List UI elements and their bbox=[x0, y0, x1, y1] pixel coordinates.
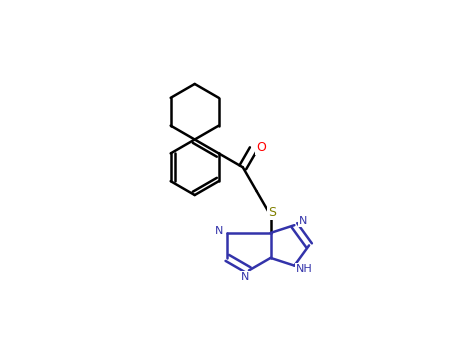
Text: O: O bbox=[256, 141, 266, 154]
Text: N: N bbox=[241, 272, 249, 282]
Text: N: N bbox=[298, 216, 307, 226]
Text: NH: NH bbox=[296, 265, 313, 274]
Text: N: N bbox=[215, 226, 223, 236]
Text: S: S bbox=[268, 206, 277, 219]
